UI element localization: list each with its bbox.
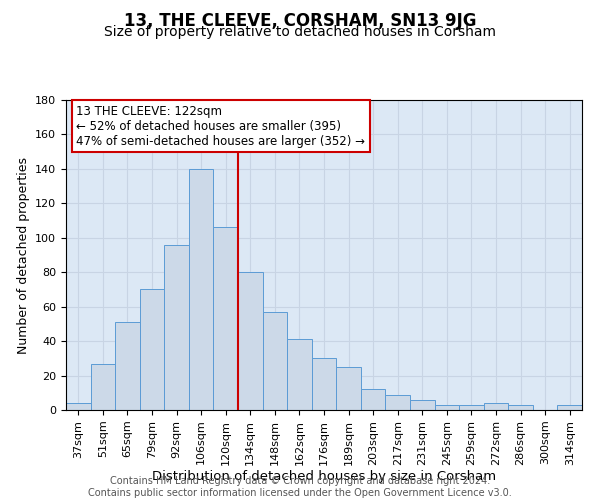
Bar (66, 403, 91, 410)
Bar (238, 272, 263, 410)
Bar (336, 367, 361, 410)
Bar (508, 405, 533, 410)
Bar (140, 290, 164, 410)
Bar (91, 364, 115, 410)
Text: Size of property relative to detached houses in Corsham: Size of property relative to detached ho… (104, 25, 496, 39)
Bar (361, 390, 385, 410)
Bar (410, 400, 434, 410)
X-axis label: Distribution of detached houses by size in Corsham: Distribution of detached houses by size … (152, 470, 496, 484)
Text: 13 THE CLEEVE: 122sqm
← 52% of detached houses are smaller (395)
47% of semi-det: 13 THE CLEEVE: 122sqm ← 52% of detached … (76, 104, 365, 148)
Bar (459, 405, 484, 410)
Bar (115, 322, 140, 410)
Text: 13, THE CLEEVE, CORSHAM, SN13 9JG: 13, THE CLEEVE, CORSHAM, SN13 9JG (124, 12, 476, 30)
Bar (263, 312, 287, 410)
Bar (312, 358, 336, 410)
Bar (557, 405, 582, 410)
Bar (214, 228, 238, 410)
Bar (189, 169, 214, 410)
Bar (385, 394, 410, 410)
Bar (164, 244, 189, 410)
Text: Contains HM Land Registry data © Crown copyright and database right 2024.
Contai: Contains HM Land Registry data © Crown c… (88, 476, 512, 498)
Bar (434, 405, 459, 410)
Y-axis label: Number of detached properties: Number of detached properties (17, 156, 29, 354)
Bar (484, 403, 508, 410)
Bar (287, 340, 312, 410)
